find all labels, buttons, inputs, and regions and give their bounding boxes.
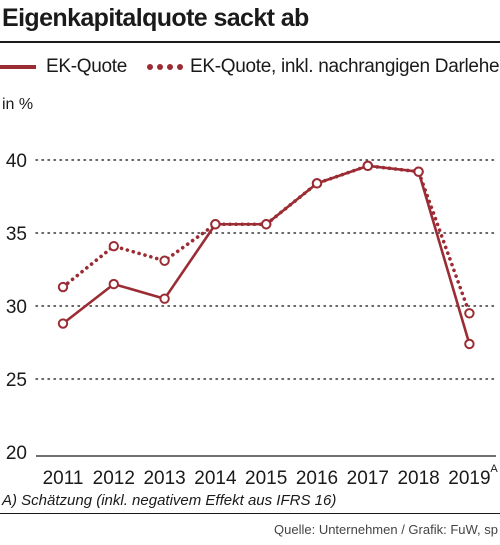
legend-dotted-swatch [147, 64, 183, 70]
data-point-ek-quote [57, 318, 69, 329]
x-tick-label: 2016 [296, 468, 338, 489]
y-tick-label: 20 [6, 443, 27, 464]
series-line-inkl-darlehen [61, 164, 472, 316]
data-point-ek-quote [159, 293, 170, 304]
y-tick-label: 35 [6, 224, 27, 245]
data-point-ek-quote [311, 178, 323, 189]
y-tick-label: 30 [6, 297, 27, 318]
data-point-inkl-darlehen [108, 240, 120, 252]
footer-rule [0, 513, 500, 514]
source-credit: Quelle: Unternehmen / Grafik: FuW, sp [274, 522, 498, 537]
y-tick-label: 25 [6, 370, 27, 391]
chart-title: Eigenkapitalquote sackt ab [2, 4, 309, 32]
x-tick-label: 2012 [93, 468, 135, 489]
y-axis-unit-label: in % [2, 96, 34, 113]
data-point-ek-quote [108, 278, 120, 290]
legend-label-ek-quote: EK-Quote [46, 56, 128, 77]
y-tick-label: 40 [6, 151, 27, 172]
legend: EK-Quote EK-Quote, inkl. nachrangigen Da… [0, 50, 500, 86]
x-tick-label: 2011 [43, 468, 84, 489]
x-tick-superscript: A [490, 463, 498, 475]
x-tick-label: 2017 [347, 468, 389, 489]
legend-label-ek-quote-inkl: EK-Quote, inkl. nachrangigen Darlehen [190, 56, 500, 77]
data-point-inkl-darlehen [159, 255, 170, 266]
x-tick-label: 2015 [245, 468, 287, 489]
title-rule [0, 41, 500, 43]
x-tick-label: 2014 [194, 468, 237, 489]
footnote: A) Schätzung (inkl. negativem Effekt aus… [2, 492, 337, 509]
x-tick-label: 2018 [397, 468, 439, 489]
data-point-ek-quote [362, 160, 373, 172]
data-point-ek-quote [413, 166, 424, 177]
data-point-inkl-darlehen [57, 281, 69, 293]
data-point-ek-quote [261, 219, 272, 230]
x-tick-label: 2013 [143, 468, 185, 489]
data-point-ek-quote [464, 338, 475, 350]
series-line-ek-quote [61, 164, 471, 346]
x-tick-label: 2019 [448, 468, 490, 489]
legend-solid-swatch [0, 65, 36, 69]
data-point-ek-quote [210, 219, 221, 230]
data-point-inkl-darlehen [464, 308, 475, 319]
